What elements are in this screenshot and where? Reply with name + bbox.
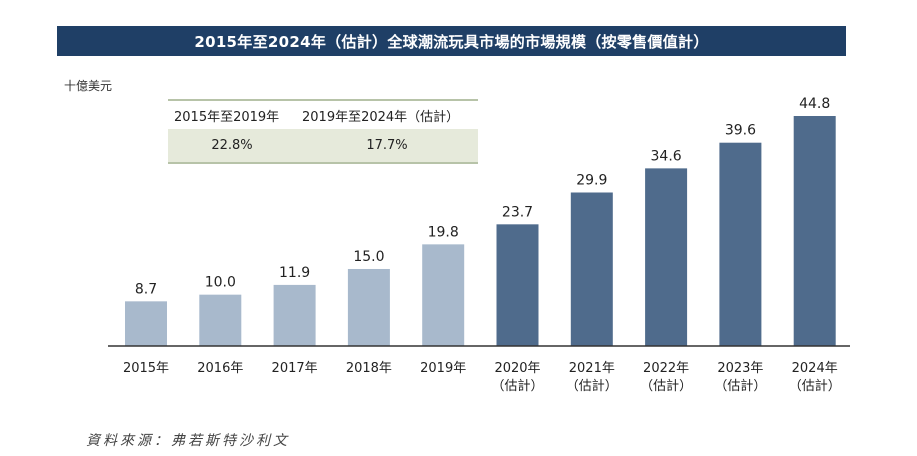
bar-2 (273, 284, 316, 346)
data-label-7: 34.6 (651, 148, 682, 164)
cagr-header-2015-2019: 2015年至2019年 (174, 109, 280, 125)
data-label-0: 8.7 (135, 281, 157, 297)
tick-label-6-note: （估計） (566, 378, 618, 394)
bar-1 (199, 294, 242, 346)
tick-label-1: 2016年 (197, 361, 243, 376)
data-label-2: 11.9 (279, 265, 310, 281)
bar-0 (125, 301, 167, 346)
data-label-6: 29.9 (576, 172, 607, 188)
bar-7 (645, 168, 688, 346)
tick-label-8-note: （估計） (714, 378, 766, 394)
bar-8 (719, 142, 762, 346)
cagr-header-row: 2015年至2019年 2019年至2024年（估計） (168, 101, 478, 129)
tick-label-4: 2019年 (420, 361, 466, 376)
tick-label-8: 2023年 (717, 361, 763, 376)
tick-label-5-note: （估計） (491, 378, 543, 394)
tick-label-9: 2024年 (792, 361, 838, 376)
cagr-table: 2015年至2019年 2019年至2024年（估計） 22.8% 17.7% (168, 99, 478, 164)
tick-label-5: 2020年 (494, 361, 540, 376)
cagr-top-rule (168, 99, 478, 101)
tick-label-6: 2021年 (569, 361, 615, 376)
tick-label-9-note: （估計） (789, 378, 841, 394)
tick-label-7: 2022年 (643, 361, 689, 376)
bar-3 (347, 268, 390, 346)
bar-5 (496, 224, 539, 346)
source-note: 資料來源：弗若斯特沙利文 (86, 433, 290, 449)
cagr-header-2019-2024: 2019年至2024年（估計） (302, 109, 460, 125)
data-label-8: 39.6 (725, 123, 756, 139)
data-label-1: 10.0 (205, 275, 236, 291)
unit-label: 十億美元 (64, 79, 113, 93)
data-label-9: 44.8 (799, 96, 830, 112)
cagr-value-2015-2019: 22.8% (211, 138, 253, 153)
tick-label-3: 2018年 (346, 361, 392, 376)
cagr-value-row: 22.8% 17.7% (168, 129, 478, 162)
cagr-bottom-rule (168, 162, 478, 164)
cagr-value-2019-2024: 17.7% (366, 138, 408, 153)
tick-label-0: 2015年 (123, 361, 169, 376)
tick-label-7-note: （估計） (640, 378, 692, 394)
data-label-3: 15.0 (353, 249, 384, 265)
bar-6 (570, 192, 613, 346)
chart-title: 2015年至2024年（估計）全球潮流玩具市場的市場規模（按零售價值計） (57, 26, 846, 56)
data-label-5: 23.7 (502, 204, 533, 220)
tick-label-2: 2017年 (272, 361, 318, 376)
bar-9 (793, 116, 836, 346)
data-label-4: 19.8 (428, 224, 459, 240)
bar-4 (422, 244, 465, 346)
